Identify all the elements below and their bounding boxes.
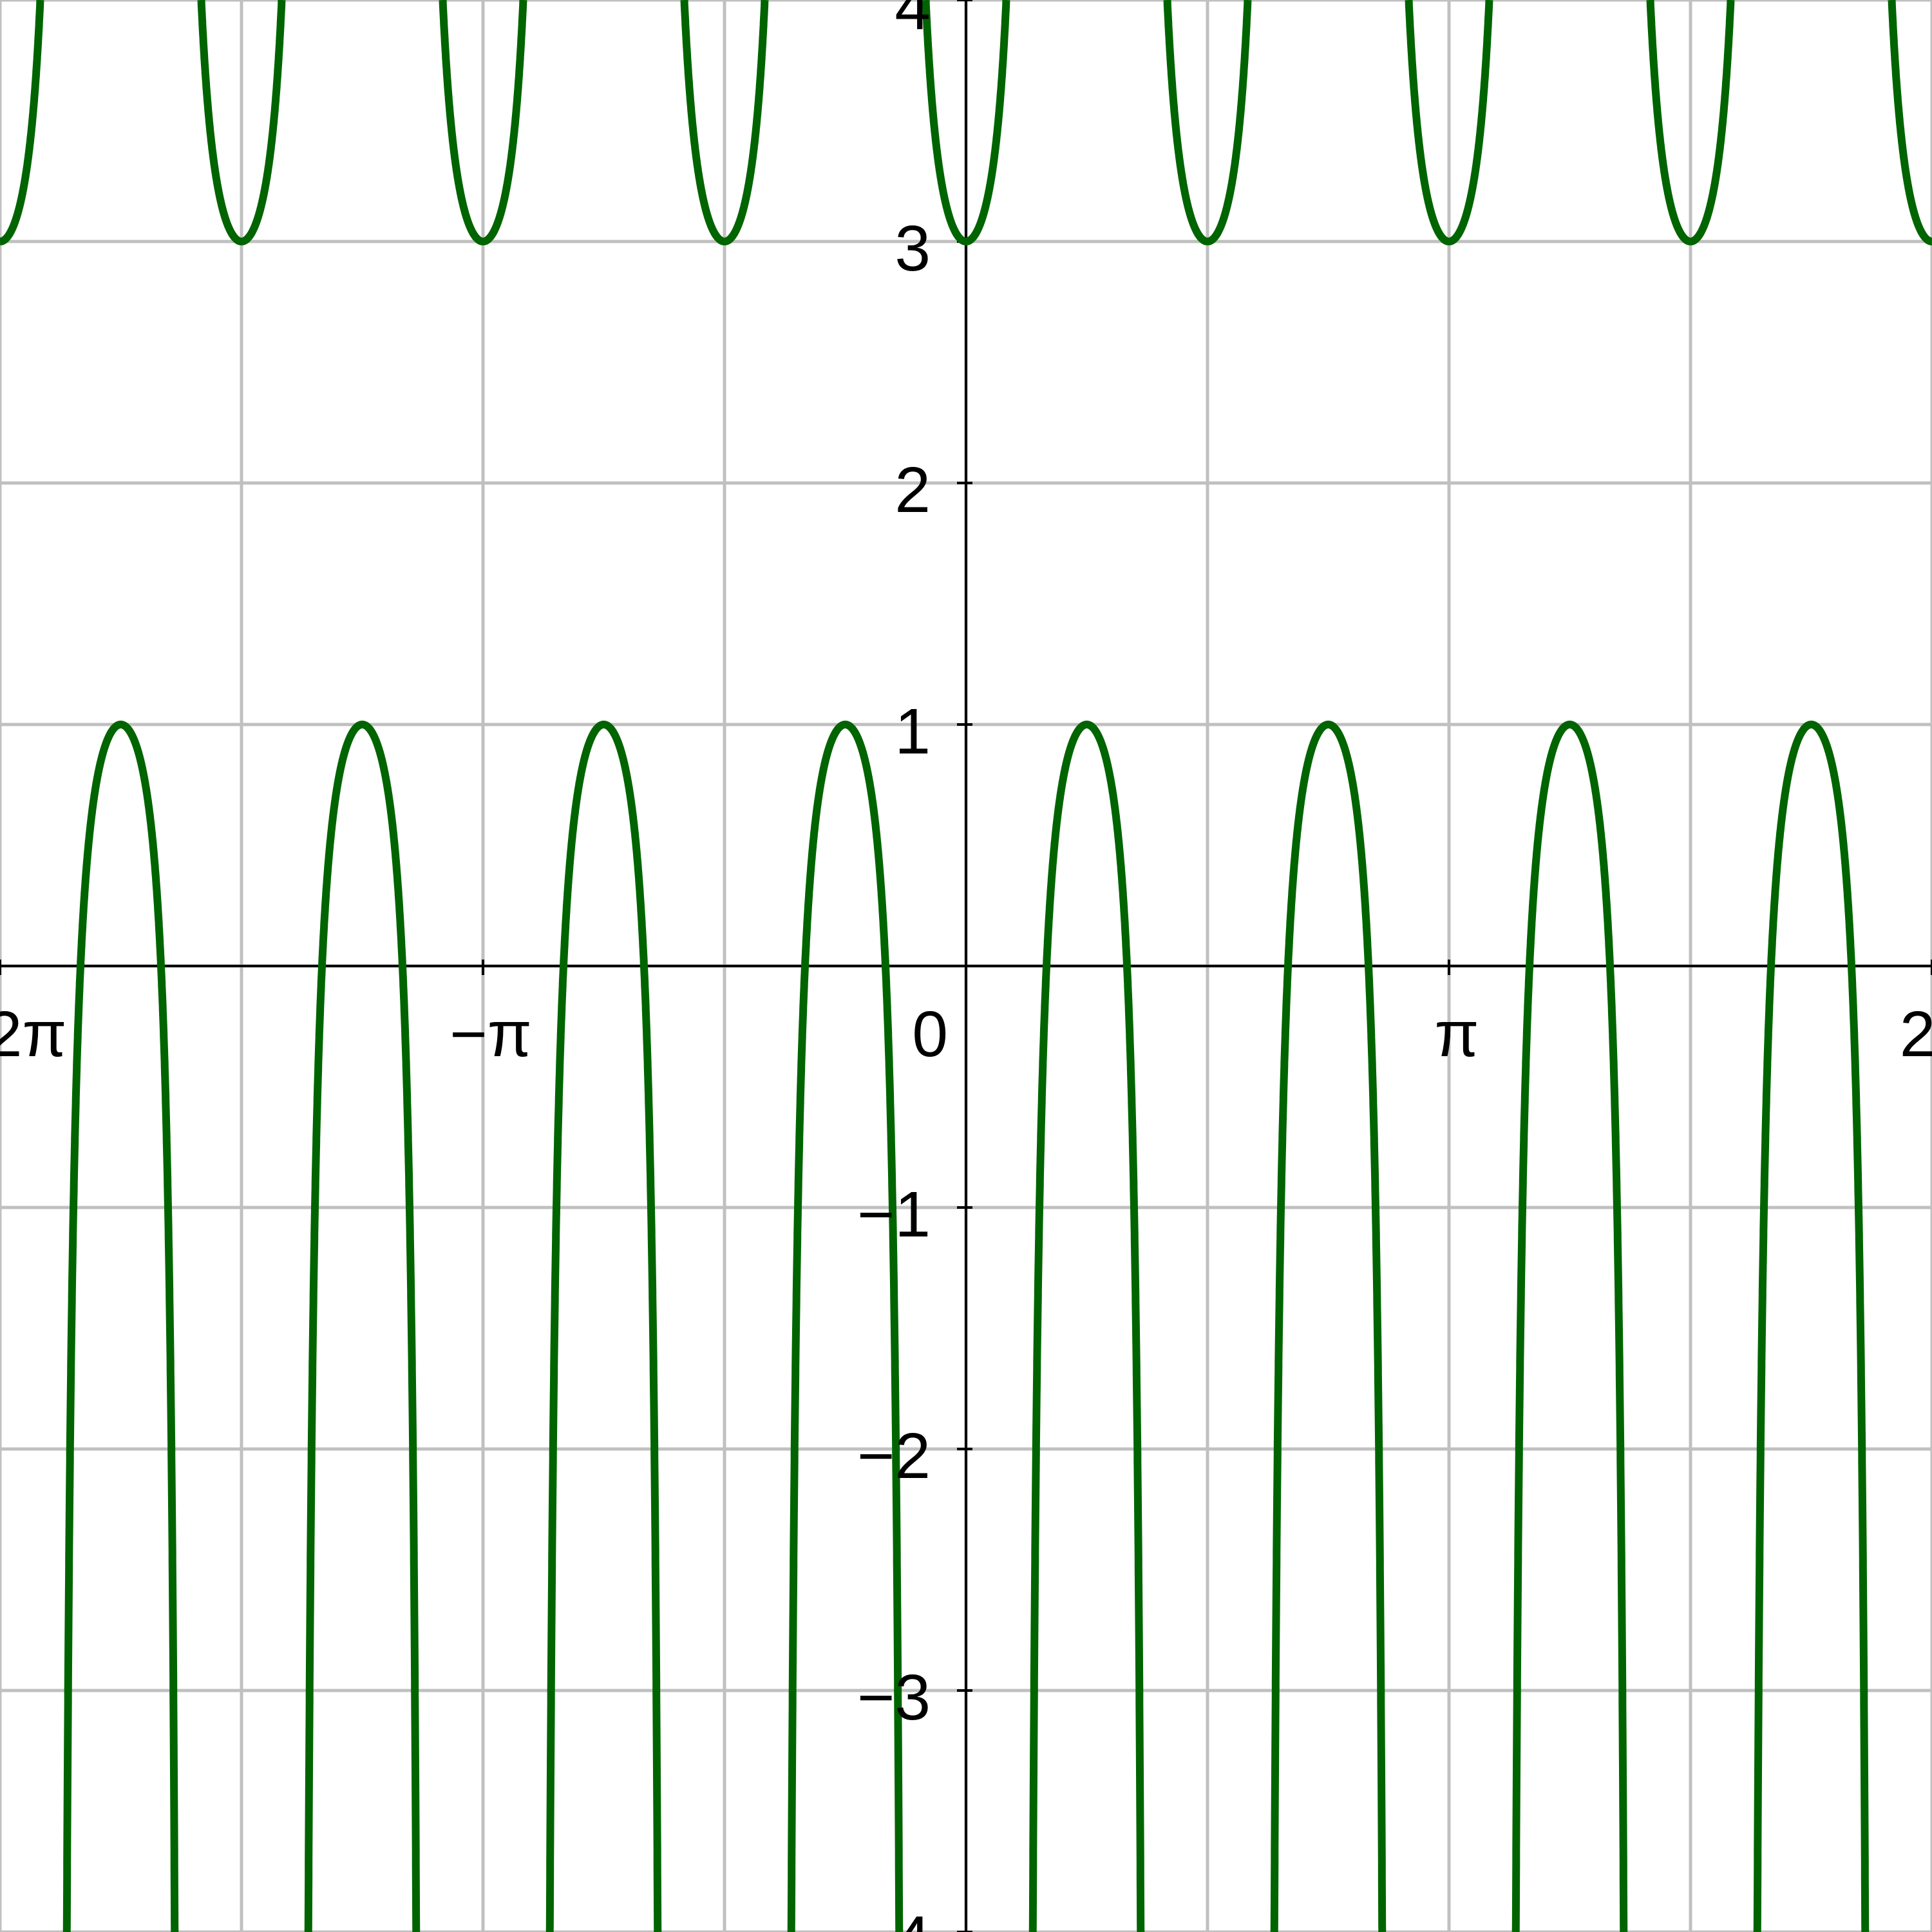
- y-tick-label: −3: [857, 1662, 931, 1734]
- curve-branch: [62, 721, 179, 1932]
- curve-branch: [1646, 0, 1735, 245]
- curve-branch: [922, 0, 1010, 245]
- x-tick-label: −2π: [0, 998, 67, 1070]
- curve-branch: [1888, 0, 1932, 245]
- curve-branch: [1270, 721, 1387, 1932]
- y-tick-label: 2: [895, 454, 931, 526]
- x-tick-label: π: [1435, 998, 1479, 1070]
- curve-branch: [545, 721, 662, 1932]
- curve-branch: [304, 721, 421, 1932]
- x-tick-label: −π: [450, 998, 531, 1070]
- curve-branch: [680, 0, 769, 245]
- y-tick-label: −1: [857, 1179, 931, 1251]
- curve-branch: [1405, 0, 1493, 245]
- curve-branch: [1753, 721, 1870, 1932]
- y-tick-label: −2: [857, 1420, 931, 1492]
- x-tick-label: 0: [912, 998, 948, 1070]
- y-tick-label: 3: [895, 213, 931, 285]
- x-tick-label: 2π: [1900, 998, 1932, 1070]
- curve-branch: [1028, 721, 1145, 1932]
- y-tick-label: 4: [895, 0, 931, 43]
- curve-branch: [439, 0, 527, 245]
- curve-branch: [787, 721, 904, 1932]
- curve-branch: [1511, 721, 1628, 1932]
- curve-branch: [0, 0, 44, 245]
- y-tick-label: 1: [895, 696, 931, 768]
- y-tick-label: −4: [857, 1903, 931, 1932]
- curve-branch: [197, 0, 286, 245]
- curve-branch: [1163, 0, 1252, 245]
